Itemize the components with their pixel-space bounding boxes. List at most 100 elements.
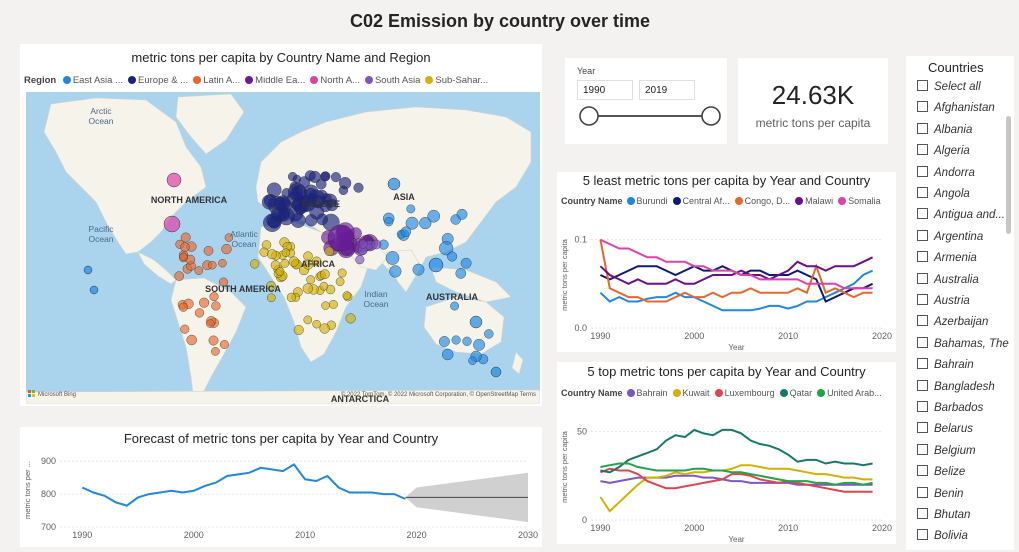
map-legend-item[interactable]: East Asia ... xyxy=(62,75,123,86)
country-bubble[interactable] xyxy=(180,324,190,334)
country-bubble[interactable] xyxy=(456,208,468,220)
country-bubble[interactable] xyxy=(221,244,232,255)
country-bubble[interactable] xyxy=(211,301,221,311)
country-bubble[interactable] xyxy=(289,181,300,192)
country-bubble[interactable] xyxy=(288,256,300,267)
country-bubble[interactable] xyxy=(324,246,334,257)
country-bubble[interactable] xyxy=(194,266,204,275)
country-bubble[interactable] xyxy=(387,177,401,191)
country-bubble[interactable] xyxy=(319,323,330,334)
checkbox[interactable] xyxy=(917,294,928,305)
country-bubble[interactable] xyxy=(385,251,400,265)
country-bubble[interactable] xyxy=(270,260,281,270)
country-bubble[interactable] xyxy=(316,189,328,201)
country-bubble[interactable] xyxy=(166,172,182,188)
country-item[interactable]: Australia xyxy=(917,272,979,293)
country-item[interactable]: Bhutan xyxy=(917,508,970,528)
country-bubble[interactable] xyxy=(389,265,402,278)
country-bubble[interactable] xyxy=(179,252,188,262)
legend-item[interactable]: Malawi xyxy=(795,196,833,206)
checkbox[interactable] xyxy=(917,443,928,455)
country-bubble[interactable] xyxy=(358,239,368,249)
country-item[interactable]: Angola xyxy=(917,187,970,207)
country-bubble[interactable] xyxy=(270,206,287,223)
top-five-chart[interactable]: 0 50 1990 2000 2010 2020 metric tons per capit… xyxy=(557,404,896,544)
select-all-checkbox[interactable]: Select all xyxy=(917,80,981,100)
checkbox[interactable] xyxy=(917,486,928,498)
country-bubble[interactable] xyxy=(290,212,306,228)
country-bubble[interactable] xyxy=(384,217,394,227)
map-visual[interactable]: metric tons per capita by Country Name a… xyxy=(20,44,542,406)
forecast-visual[interactable]: Forecast of metric tons per capita by Ye… xyxy=(20,427,542,547)
country-bubble[interactable] xyxy=(267,249,278,260)
country-item[interactable]: Benin xyxy=(917,486,963,507)
legend-item[interactable]: Kuwait xyxy=(672,388,710,398)
country-item[interactable]: Argentina xyxy=(917,229,983,250)
series-line[interactable] xyxy=(81,463,406,507)
country-bubble[interactable] xyxy=(451,335,461,345)
country-bubble[interactable] xyxy=(209,292,219,302)
country-item[interactable]: Belize xyxy=(917,465,965,485)
year-start-handle[interactable] xyxy=(579,106,599,126)
country-bubble[interactable] xyxy=(208,260,217,270)
forecast-chart[interactable]: 700 800 900 1990 2000 2010 2020 2030 metric tons… xyxy=(20,447,542,547)
country-bubble[interactable] xyxy=(305,214,318,227)
series-line[interactable] xyxy=(600,467,873,493)
map-legend-item[interactable]: North A... xyxy=(310,75,360,86)
country-bubble[interactable] xyxy=(259,247,269,257)
country-bubble[interactable] xyxy=(412,263,425,276)
country-bubble[interactable] xyxy=(439,241,454,256)
country-bubble[interactable] xyxy=(281,188,292,199)
checkbox[interactable] xyxy=(917,187,928,198)
legend-item[interactable]: Bahrain xyxy=(626,388,668,398)
country-bubble[interactable] xyxy=(371,239,382,250)
country-item[interactable]: Austria xyxy=(917,294,970,314)
checkbox[interactable] xyxy=(917,144,928,156)
year-end-handle[interactable] xyxy=(701,106,721,126)
least-five-visual[interactable]: 5 least metric tons per capita by Year a… xyxy=(557,172,896,352)
checkbox[interactable] xyxy=(917,80,928,91)
country-bubble[interactable] xyxy=(194,308,205,318)
country-bubble[interactable] xyxy=(490,366,502,378)
country-bubble[interactable] xyxy=(199,297,210,308)
series-line[interactable] xyxy=(599,238,873,290)
country-bubble[interactable] xyxy=(438,336,450,347)
map-bubbles[interactable] xyxy=(83,170,502,378)
year-slicer[interactable]: Year 1990 2019 xyxy=(565,58,727,144)
legend-item[interactable]: Congo, D... xyxy=(734,196,790,206)
map-legend-item[interactable]: Europe & ... xyxy=(128,75,188,86)
country-bubble[interactable] xyxy=(353,182,364,193)
country-bubble[interactable] xyxy=(312,319,321,329)
country-item[interactable]: Afghanistan xyxy=(917,101,995,121)
country-bubble[interactable] xyxy=(462,336,472,346)
year-start-input[interactable]: 1990 xyxy=(577,80,633,100)
legend-item[interactable]: Central Af... xyxy=(672,196,730,206)
country-bubble[interactable] xyxy=(218,277,228,287)
country-item[interactable]: Bolivia xyxy=(917,529,968,549)
country-bubble[interactable] xyxy=(319,281,329,291)
checkbox[interactable] xyxy=(917,465,928,477)
country-item[interactable]: Algeria xyxy=(917,144,970,164)
country-item[interactable]: Barbados xyxy=(917,401,983,421)
country-bubble[interactable] xyxy=(302,283,313,294)
checkbox[interactable] xyxy=(917,336,928,348)
checkbox[interactable] xyxy=(917,379,928,391)
country-bubble[interactable] xyxy=(288,171,298,182)
country-bubble[interactable] xyxy=(206,319,215,328)
map-canvas[interactable]: Arctic Ocean Pacific Ocean Atlantic Ocean I… xyxy=(26,92,540,404)
checkbox[interactable] xyxy=(917,401,928,412)
country-bubble[interactable] xyxy=(330,172,341,183)
country-bubble[interactable] xyxy=(203,245,214,256)
legend-item[interactable]: Somalia xyxy=(838,196,881,206)
country-bubble[interactable] xyxy=(266,182,282,198)
checkbox[interactable] xyxy=(917,315,928,327)
country-bubble[interactable] xyxy=(306,275,316,285)
series-line[interactable] xyxy=(599,269,874,312)
checkbox[interactable] xyxy=(917,165,928,177)
country-bubble[interactable] xyxy=(469,315,483,329)
country-bubble[interactable] xyxy=(337,268,347,278)
year-range-slider[interactable] xyxy=(565,102,727,132)
country-bubble[interactable] xyxy=(319,269,330,280)
series-line[interactable] xyxy=(600,428,873,474)
country-bubble[interactable] xyxy=(316,213,329,226)
